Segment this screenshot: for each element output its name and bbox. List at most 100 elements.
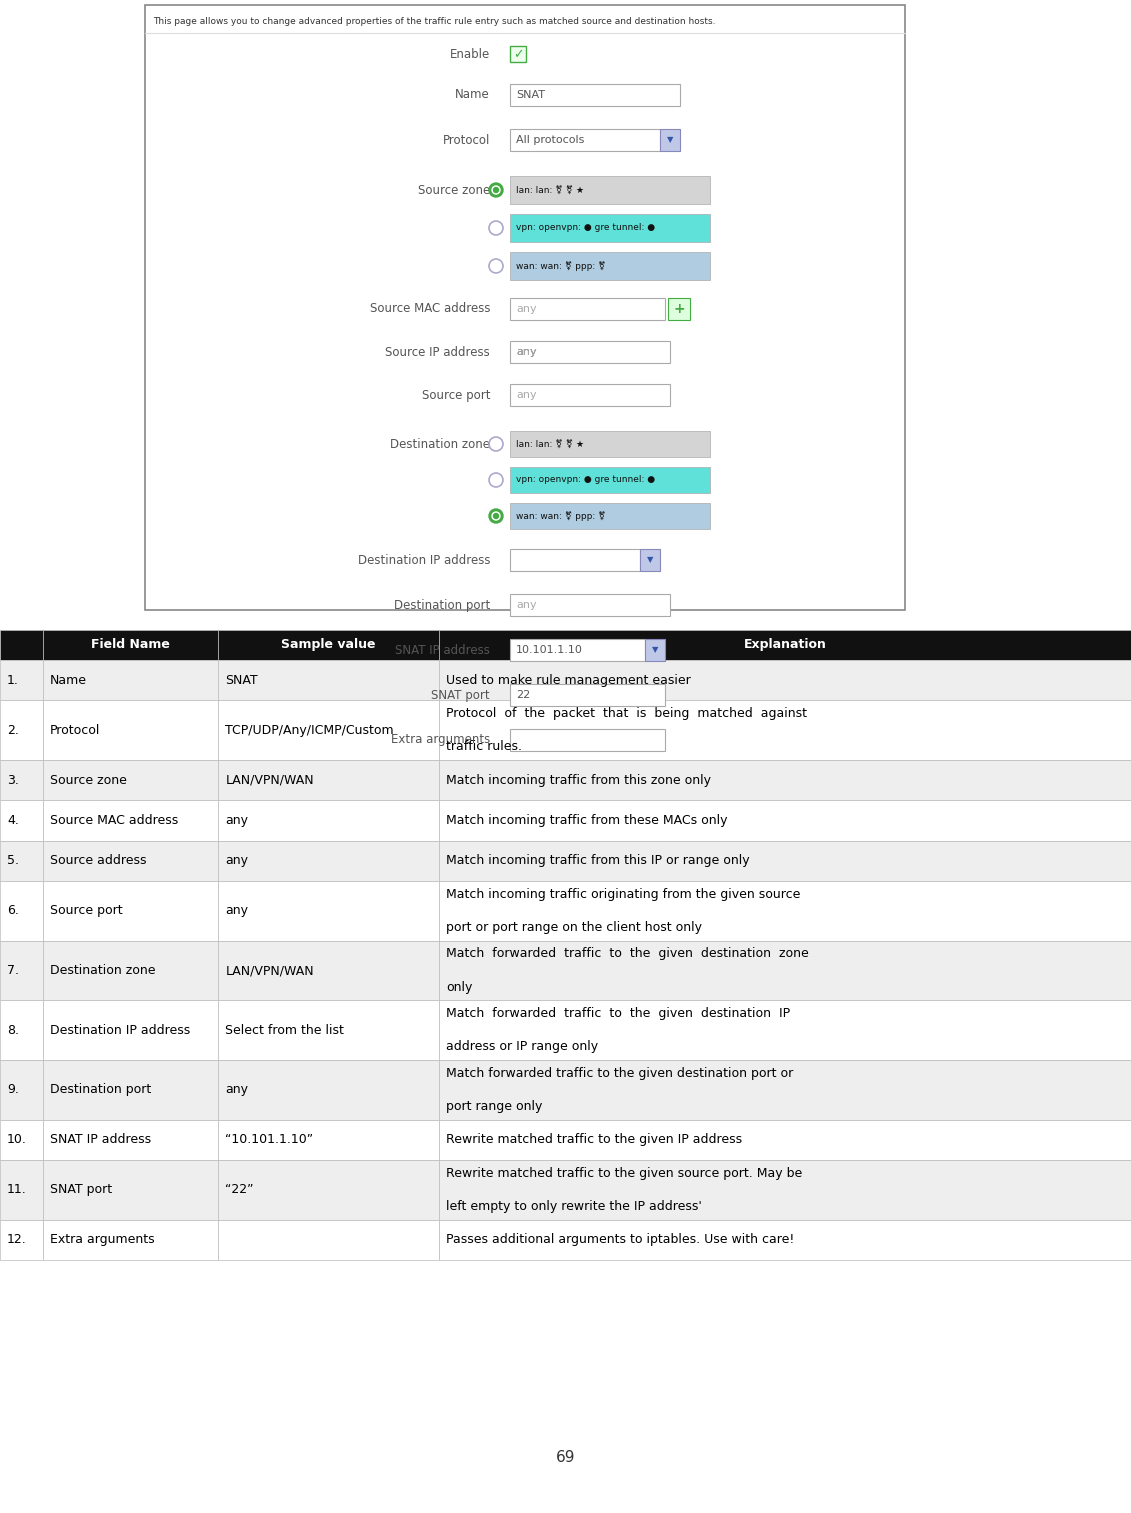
Text: ▼: ▼	[667, 136, 673, 145]
Text: traffic rules.: traffic rules.	[446, 740, 521, 753]
Text: 6.: 6.	[7, 905, 19, 917]
Bar	[43, 941, 218, 1000]
Bar	[43, 800, 218, 841]
Text: Match incoming traffic originating from the given source: Match incoming traffic originating from …	[446, 888, 801, 900]
Bar	[510, 384, 670, 405]
Text: SNAT IP address: SNAT IP address	[50, 1133, 152, 1147]
Text: Protocol: Protocol	[442, 133, 490, 147]
Text: All protocols: All protocols	[516, 135, 585, 145]
Bar	[0, 841, 43, 881]
Bar	[218, 841, 439, 881]
Bar	[0, 1061, 43, 1120]
Bar	[43, 760, 218, 800]
Bar	[43, 701, 218, 760]
Text: ✓: ✓	[512, 48, 524, 62]
Text: 5.: 5.	[7, 855, 19, 867]
Bar	[43, 660, 218, 701]
Bar	[218, 1219, 439, 1260]
Circle shape	[489, 508, 503, 523]
Bar	[439, 1000, 1131, 1061]
Bar	[439, 800, 1131, 841]
Text: Used to make rule management easier: Used to make rule management easier	[446, 673, 691, 687]
Bar	[510, 549, 640, 570]
Bar	[510, 253, 710, 280]
Text: Source IP address: Source IP address	[386, 345, 490, 359]
Bar	[439, 941, 1131, 1000]
Bar	[43, 629, 218, 660]
Bar	[218, 1160, 439, 1219]
Circle shape	[491, 262, 501, 271]
Text: 10.: 10.	[7, 1133, 27, 1147]
Text: lan: lan: ⚧ ⚧ ★: lan: lan: ⚧ ⚧ ★	[516, 186, 584, 195]
Text: This page allows you to change advanced properties of the traffic rule entry suc: This page allows you to change advanced …	[153, 17, 716, 26]
Bar	[218, 1000, 439, 1061]
Bar	[43, 1000, 218, 1061]
Bar	[510, 213, 710, 242]
Bar	[218, 881, 439, 941]
Text: Source MAC address: Source MAC address	[50, 814, 179, 828]
Text: Passes additional arguments to iptables. Use with care!: Passes additional arguments to iptables.…	[446, 1233, 794, 1247]
Text: Source port: Source port	[50, 905, 122, 917]
Text: Source MAC address: Source MAC address	[370, 303, 490, 316]
Circle shape	[489, 183, 503, 197]
Bar	[668, 298, 690, 321]
Bar	[43, 1061, 218, 1120]
Text: Source address: Source address	[50, 855, 147, 867]
Bar	[43, 1219, 218, 1260]
Bar	[510, 431, 710, 457]
Text: any: any	[516, 304, 536, 315]
Circle shape	[491, 222, 501, 233]
Text: Match incoming traffic from these MACs only: Match incoming traffic from these MACs o…	[446, 814, 727, 828]
Text: 7.: 7.	[7, 964, 19, 977]
Text: Protocol: Protocol	[50, 723, 101, 737]
Text: Source zone: Source zone	[417, 183, 490, 197]
Text: any: any	[225, 1083, 249, 1097]
Bar	[0, 881, 43, 941]
Text: any: any	[225, 855, 249, 867]
Bar	[218, 660, 439, 701]
Text: Name: Name	[456, 88, 490, 101]
Text: 10.101.1.10: 10.101.1.10	[516, 645, 582, 655]
Bar	[439, 701, 1131, 760]
Text: SNAT: SNAT	[516, 89, 545, 100]
Text: SNAT port: SNAT port	[431, 688, 490, 702]
Text: any: any	[516, 390, 536, 399]
Bar	[218, 701, 439, 760]
Text: Match incoming traffic from this IP or range only: Match incoming traffic from this IP or r…	[446, 855, 750, 867]
Bar	[218, 941, 439, 1000]
Bar	[510, 176, 710, 204]
Text: 8.: 8.	[7, 1024, 19, 1036]
Bar	[0, 1219, 43, 1260]
Text: Destination zone: Destination zone	[390, 437, 490, 451]
Text: left empty to only rewrite the IP address': left empty to only rewrite the IP addres…	[446, 1200, 701, 1213]
Text: Destination IP address: Destination IP address	[50, 1024, 190, 1036]
Bar	[439, 881, 1131, 941]
Text: “22”: “22”	[225, 1183, 253, 1197]
Bar	[510, 729, 665, 750]
Bar	[640, 549, 661, 570]
Bar	[661, 129, 680, 151]
Circle shape	[491, 439, 501, 449]
Text: any: any	[516, 346, 536, 357]
Text: Field Name: Field Name	[92, 638, 170, 652]
Bar	[510, 340, 670, 363]
Bar	[510, 684, 665, 707]
Text: Match incoming traffic from this zone only: Match incoming traffic from this zone on…	[446, 773, 710, 787]
Text: SNAT port: SNAT port	[50, 1183, 112, 1197]
Bar	[0, 660, 43, 701]
Text: ▼: ▼	[647, 555, 654, 564]
Bar	[0, 941, 43, 1000]
Text: 69: 69	[555, 1451, 576, 1466]
Bar	[439, 760, 1131, 800]
Text: “10.101.1.10”: “10.101.1.10”	[225, 1133, 313, 1147]
Text: Extra arguments: Extra arguments	[390, 734, 490, 746]
Bar	[0, 800, 43, 841]
Text: SNAT: SNAT	[225, 673, 258, 687]
Bar	[43, 841, 218, 881]
Text: wan: wan: ⚧ ppp: ⚧: wan: wan: ⚧ ppp: ⚧	[516, 511, 605, 520]
Bar	[510, 468, 710, 493]
Text: only: only	[446, 980, 473, 994]
Text: Sample value: Sample value	[282, 638, 375, 652]
Text: Destination IP address: Destination IP address	[357, 554, 490, 566]
Text: Match forwarded traffic to the given destination port or: Match forwarded traffic to the given des…	[446, 1067, 793, 1080]
